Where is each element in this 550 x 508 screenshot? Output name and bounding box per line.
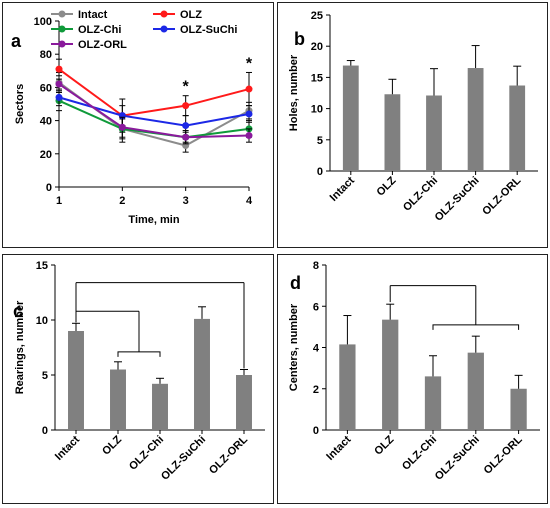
x-tick-label: OLZ <box>100 433 124 457</box>
y-tick-label: 80 <box>40 49 52 61</box>
bar-olz-suchi <box>194 318 210 430</box>
legend-marker <box>58 10 66 18</box>
chart-b: b 0 5 10 15 20 25 Holes, number Intact OLZ OLZ-Chi… <box>288 10 538 224</box>
x-tick-label: Intact <box>53 433 82 462</box>
panel-label: c <box>13 301 23 321</box>
y-axis-label: Sectors <box>14 84 26 124</box>
y-tick-label: 4 <box>313 343 320 355</box>
bar-olz-orl <box>236 375 252 430</box>
y-tick-label: 6 <box>313 301 319 313</box>
bar-intact <box>339 344 356 430</box>
panel-label: a <box>11 31 22 51</box>
y-tick-label: 20 <box>40 149 52 161</box>
bar-olz-chi <box>152 383 168 430</box>
x-tick-label: OLZ-SuChi <box>433 175 482 224</box>
chart-a: a 0 20 40 60 80 100 1 2 3 4 Time, min Sectors * * Intac… <box>11 9 253 226</box>
data-point <box>182 133 190 141</box>
y-tick-label: 8 <box>313 260 319 272</box>
legend-label: OLZ <box>180 9 202 21</box>
y-axis-label: Holes, number <box>288 54 300 131</box>
x-tick-label: OLZ-Chi <box>400 434 439 473</box>
series-line-olz-orl <box>58 83 250 139</box>
legend-label: OLZ-Chi <box>78 24 121 36</box>
y-tick-label: 2 <box>313 384 319 396</box>
y-tick-label: 0 <box>313 425 319 437</box>
bar-intact <box>68 331 84 430</box>
significance-marker: * <box>183 79 190 96</box>
x-tick-label: OLZ-SuChi <box>159 434 208 483</box>
y-tick-label: 15 <box>311 72 323 84</box>
y-tick-label: 10 <box>311 104 323 116</box>
x-axis-label: Time, min <box>128 214 179 226</box>
data-point <box>118 123 126 131</box>
panel-label: d <box>290 273 301 293</box>
data-point <box>245 132 253 140</box>
x-tick-label: Intact <box>328 174 357 203</box>
bar-olz <box>382 319 399 430</box>
series-line-olz <box>58 68 250 117</box>
x-tick-label: OLZ-ORL <box>482 433 525 476</box>
x-tick-label: 3 <box>183 195 189 207</box>
bar-olz-orl <box>509 85 526 171</box>
comparison-bracket <box>432 324 520 330</box>
bar-olz-chi <box>424 376 442 430</box>
legend-label: OLZ-SuChi <box>180 24 237 36</box>
y-tick-label: 25 <box>311 10 323 22</box>
x-tick-label: 2 <box>119 195 125 207</box>
y-axis-label: Rearings, number <box>14 300 26 394</box>
x-tick-label: OLZ-Chi <box>127 434 166 473</box>
y-tick-label: 0 <box>46 182 52 194</box>
data-point <box>182 122 190 130</box>
bar-intact <box>342 65 359 171</box>
y-tick-label: 60 <box>40 82 52 94</box>
y-tick-label: 10 <box>36 315 48 327</box>
panel-d: d 0 2 4 6 8 Centers, number Intact OLZ OLZ-Chi OLZ… <box>277 254 548 504</box>
x-tick-label: OLZ-ORL <box>480 174 523 217</box>
bar-olz <box>110 369 126 430</box>
comparison-bracket <box>117 351 161 357</box>
legend-label: Intact <box>78 9 108 21</box>
bar-olz <box>384 94 401 171</box>
y-tick-label: 20 <box>311 41 323 53</box>
x-tick-label: OLZ <box>372 433 396 457</box>
x-tick-label: Intact <box>324 433 353 462</box>
y-tick-label: 0 <box>42 425 48 437</box>
y-tick-label: 15 <box>36 260 48 272</box>
bar-olz-orl <box>510 388 527 430</box>
legend-marker <box>160 25 168 33</box>
y-tick-label: 5 <box>42 370 48 382</box>
panel-c: c 0 5 10 15 Rearings, number Intact OLZ OLZ-Chi O… <box>2 254 274 504</box>
data-point <box>55 93 63 101</box>
data-point <box>245 110 253 118</box>
legend-label: OLZ-ORL <box>78 39 127 51</box>
panel-label: b <box>294 29 305 49</box>
legend-marker <box>160 10 168 18</box>
x-tick-label: OLZ <box>374 174 398 198</box>
legend-marker <box>58 25 66 33</box>
data-point <box>55 65 63 73</box>
x-tick-label: OLZ-SuChi <box>433 434 482 483</box>
data-point <box>245 85 253 93</box>
bar-olz-suchi <box>467 68 484 171</box>
legend-marker <box>58 40 66 48</box>
panel-a: a 0 20 40 60 80 100 1 2 3 4 Time, min Sectors * * Intac… <box>2 2 274 248</box>
y-tick-label: 40 <box>40 116 52 128</box>
x-tick-label: OLZ-ORL <box>207 433 250 476</box>
y-axis-label: Centers, number <box>288 303 300 391</box>
x-tick-label: OLZ-Chi <box>401 175 440 214</box>
y-tick-label: 100 <box>34 16 52 28</box>
y-tick-label: 5 <box>317 135 323 147</box>
x-tick-label: 1 <box>56 195 62 207</box>
bar-olz-suchi <box>467 352 484 430</box>
panel-b: b 0 5 10 15 20 25 Holes, number Intact OLZ OLZ-Chi… <box>277 2 548 248</box>
significance-marker: * <box>246 55 253 72</box>
data-point <box>55 80 63 88</box>
x-tick-label: 4 <box>246 195 253 207</box>
bar-olz-chi <box>426 95 442 171</box>
data-point <box>182 102 190 110</box>
y-tick-label: 0 <box>317 166 323 178</box>
